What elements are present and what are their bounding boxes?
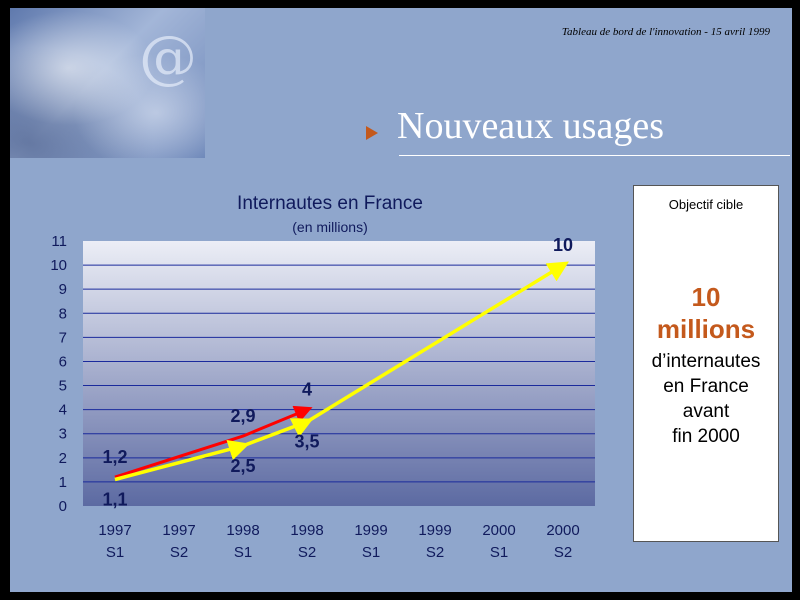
target-line: en France — [663, 376, 749, 397]
data-labels: 1,2 1,1 2,9 2,5 4 3,5 10 — [102, 235, 573, 509]
y-tick-label: 1 — [59, 474, 67, 491]
data-label: 4 — [302, 380, 312, 400]
target-line: fin 2000 — [672, 426, 740, 447]
y-tick-label: 0 — [59, 498, 67, 515]
slide: @ Tableau de bord de l'innovation - 15 a… — [10, 8, 792, 592]
y-tick-label: 3 — [59, 426, 67, 443]
target-box: Objectif cible 10 millions d’internautes… — [633, 185, 779, 542]
y-tick-label: 9 — [59, 281, 67, 298]
data-label: 1,2 — [102, 447, 127, 467]
target-heading: Objectif cible — [668, 197, 744, 212]
page-title: Nouveaux usages — [397, 105, 664, 147]
x-tick-label: 1998 S2 — [290, 522, 323, 561]
chart-title: Internautes en France — [237, 193, 423, 214]
data-label: 3,5 — [294, 432, 319, 452]
x-tick-label: 1997 S2 — [162, 522, 195, 561]
at-sign-icon: @ — [139, 23, 197, 91]
y-tick-label: 2 — [59, 450, 67, 467]
y-tick-label: 8 — [59, 305, 67, 322]
y-tick-label: 4 — [59, 402, 67, 419]
y-tick-label: 6 — [59, 353, 67, 370]
x-tick-label: 2000 S1 — [482, 522, 515, 561]
data-label: 2,9 — [230, 406, 255, 426]
x-axis-ticks: 1997 S1 1997 S2 1998 S1 1998 S2 1999 S1 1999 S2 2000… — [98, 522, 579, 561]
data-label: 2,5 — [230, 456, 255, 476]
target-line: avant — [682, 401, 730, 422]
data-label: 10 — [553, 235, 573, 255]
header-caption: Tableau de bord de l'innovation - 15 avr… — [561, 26, 770, 38]
chart-subtitle: (en millions) — [292, 219, 368, 235]
x-tick-label: 1999 S2 — [418, 522, 451, 561]
title-underline — [399, 155, 790, 156]
series-line — [114, 261, 569, 482]
series — [114, 261, 569, 482]
x-tick-label: 1997 S1 — [98, 522, 131, 561]
y-tick-label: 11 — [51, 233, 67, 250]
banner-image: @ — [10, 8, 205, 158]
target-line: d’internautes — [651, 351, 761, 372]
triangle-bullet-icon — [366, 126, 378, 140]
x-tick-label: 2000 S2 — [546, 522, 579, 561]
y-tick-label: 10 — [50, 257, 67, 274]
x-tick-label: 1999 S1 — [354, 522, 387, 561]
data-label: 1,1 — [102, 490, 127, 510]
y-tick-label: 7 — [59, 329, 67, 346]
x-tick-label: 1998 S1 — [226, 522, 259, 561]
y-axis-ticks: 0 1 2 3 4 5 6 7 8 9 10 11 — [50, 233, 67, 515]
target-value: 10 — [691, 282, 721, 312]
target-unit: millions — [656, 314, 756, 344]
y-tick-label: 5 — [59, 378, 67, 395]
